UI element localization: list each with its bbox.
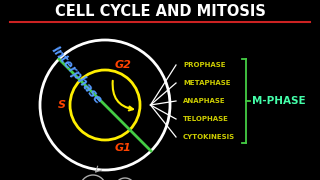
Text: CYTOKINESIS: CYTOKINESIS — [183, 134, 235, 140]
Text: METAPHASE: METAPHASE — [183, 80, 230, 86]
FancyArrowPatch shape — [113, 81, 133, 110]
Text: PROPHASE: PROPHASE — [183, 62, 226, 68]
Text: S: S — [58, 100, 66, 110]
Text: G1: G1 — [115, 143, 132, 153]
Text: TELOPHASE: TELOPHASE — [183, 116, 229, 122]
Text: M-PHASE: M-PHASE — [252, 96, 306, 106]
Text: ANAPHASE: ANAPHASE — [183, 98, 226, 104]
Text: G2: G2 — [115, 60, 132, 70]
Text: CELL CYCLE AND MITOSIS: CELL CYCLE AND MITOSIS — [55, 4, 265, 19]
Text: Interphase: Interphase — [49, 43, 105, 107]
